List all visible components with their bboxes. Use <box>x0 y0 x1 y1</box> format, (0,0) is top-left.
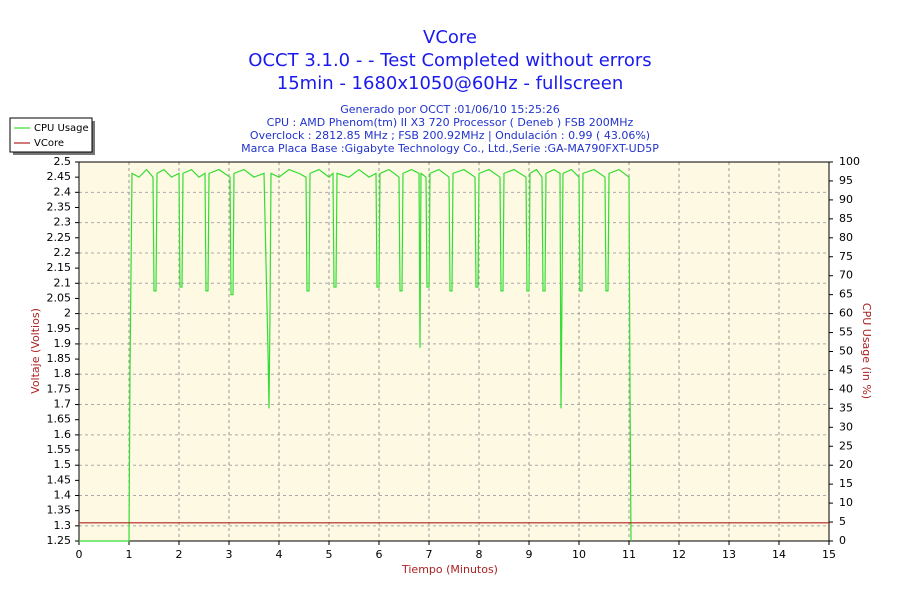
y2-tick-label: 70 <box>839 269 853 282</box>
x-tick-label: 0 <box>76 548 83 561</box>
chart-subtitle: 15min - 1680x1050@60Hz - fullscreen <box>277 73 623 94</box>
y-tick-label: 1.9 <box>54 337 72 350</box>
plot-area <box>79 162 829 541</box>
y-tick-label: 2.2 <box>54 246 72 259</box>
annotation: CPU : AMD Phenom(tm) II X3 720 Processor… <box>267 116 634 129</box>
y2-tick-label: 20 <box>839 458 853 471</box>
y2-tick-label: 15 <box>839 477 853 490</box>
y-tick-label: 1.95 <box>47 322 72 335</box>
y-tick-label: 1.25 <box>47 534 72 547</box>
chart-subtitle: OCCT 3.1.0 - - Test Completed without er… <box>248 50 651 71</box>
y-tick-label: 1.65 <box>47 413 72 426</box>
x-tick-label: 15 <box>822 548 836 561</box>
y2-tick-label: 75 <box>839 250 853 263</box>
y2-tick-label: 35 <box>839 401 853 414</box>
y-tick-label: 1.7 <box>54 398 72 411</box>
y2-tick-label: 5 <box>839 515 846 528</box>
y2-tick-label: 80 <box>839 231 853 244</box>
annotation: Overclock : 2812.85 MHz ; FSB 200.92MHz … <box>250 129 650 142</box>
legend-label: CPU Usage <box>34 123 89 134</box>
y-tick-label: 1.3 <box>54 519 72 532</box>
y2-tick-label: 0 <box>839 534 846 547</box>
y2-tick-label: 85 <box>839 212 853 225</box>
annotation: Marca Placa Base :Gigabyte Technology Co… <box>241 142 659 155</box>
y-tick-label: 1.35 <box>47 504 72 517</box>
x-tick-label: 11 <box>622 548 636 561</box>
y2-tick-label: 90 <box>839 193 853 206</box>
series-line <box>79 168 632 542</box>
y2-tick-label: 40 <box>839 382 853 395</box>
x-axis-label: Tiempo (Minutos) <box>401 563 498 576</box>
legend-box <box>9 117 93 153</box>
x-tick-label: 4 <box>276 548 283 561</box>
x-tick-label: 12 <box>672 548 686 561</box>
chart-title: VCore <box>423 27 477 48</box>
y-tick-label: 2.3 <box>54 216 72 229</box>
y2-tick-label: 100 <box>839 155 860 168</box>
y-tick-label: 1.8 <box>54 367 72 380</box>
x-tick-label: 8 <box>476 548 483 561</box>
x-tick-label: 3 <box>226 548 233 561</box>
x-tick-label: 6 <box>376 548 383 561</box>
x-tick-label: 10 <box>572 548 586 561</box>
x-tick-label: 9 <box>526 548 533 561</box>
y-tick-label: 2.1 <box>54 276 72 289</box>
y-tick-label: 2 <box>64 307 71 320</box>
plot-frame <box>78 161 830 542</box>
y2-tick-label: 55 <box>839 326 853 339</box>
y-tick-label: 2.05 <box>47 291 72 304</box>
y2-tick-label: 95 <box>839 174 853 187</box>
y2-tick-label: 10 <box>839 496 853 509</box>
y-tick-label: 1.45 <box>47 473 72 486</box>
y-tick-label: 1.6 <box>54 428 72 441</box>
y-tick-label: 1.4 <box>54 489 72 502</box>
y2-axis-label: CPU Usage (in %) <box>860 303 873 399</box>
y2-tick-label: 25 <box>839 439 853 452</box>
y2-tick-label: 50 <box>839 345 853 358</box>
y2-tick-label: 45 <box>839 363 853 376</box>
y-tick-label: 2.25 <box>47 231 72 244</box>
y2-tick-label: 30 <box>839 420 853 433</box>
x-tick-label: 13 <box>722 548 736 561</box>
y-tick-label: 2.45 <box>47 170 72 183</box>
y-tick-label: 2.4 <box>54 185 72 198</box>
y2-tick-label: 60 <box>839 307 853 320</box>
y-tick-label: 2.15 <box>47 261 72 274</box>
x-tick-label: 2 <box>176 548 183 561</box>
y-tick-label: 1.5 <box>54 458 72 471</box>
annotation: Generado por OCCT :01/06/10 15:25:26 <box>340 103 559 116</box>
y-tick-label: 1.55 <box>47 443 72 456</box>
x-tick-label: 7 <box>426 548 433 561</box>
y-axis-label: Voltaje (Voltios) <box>29 308 42 394</box>
y2-tick-label: 65 <box>839 288 853 301</box>
y-tick-label: 2.5 <box>54 155 72 168</box>
y-tick-label: 2.35 <box>47 200 72 213</box>
y-tick-label: 1.75 <box>47 382 72 395</box>
x-tick-label: 5 <box>326 548 333 561</box>
legend-label: VCore <box>34 138 64 149</box>
y-tick-label: 1.85 <box>47 352 72 365</box>
x-tick-label: 14 <box>772 548 786 561</box>
x-tick-label: 1 <box>126 548 133 561</box>
